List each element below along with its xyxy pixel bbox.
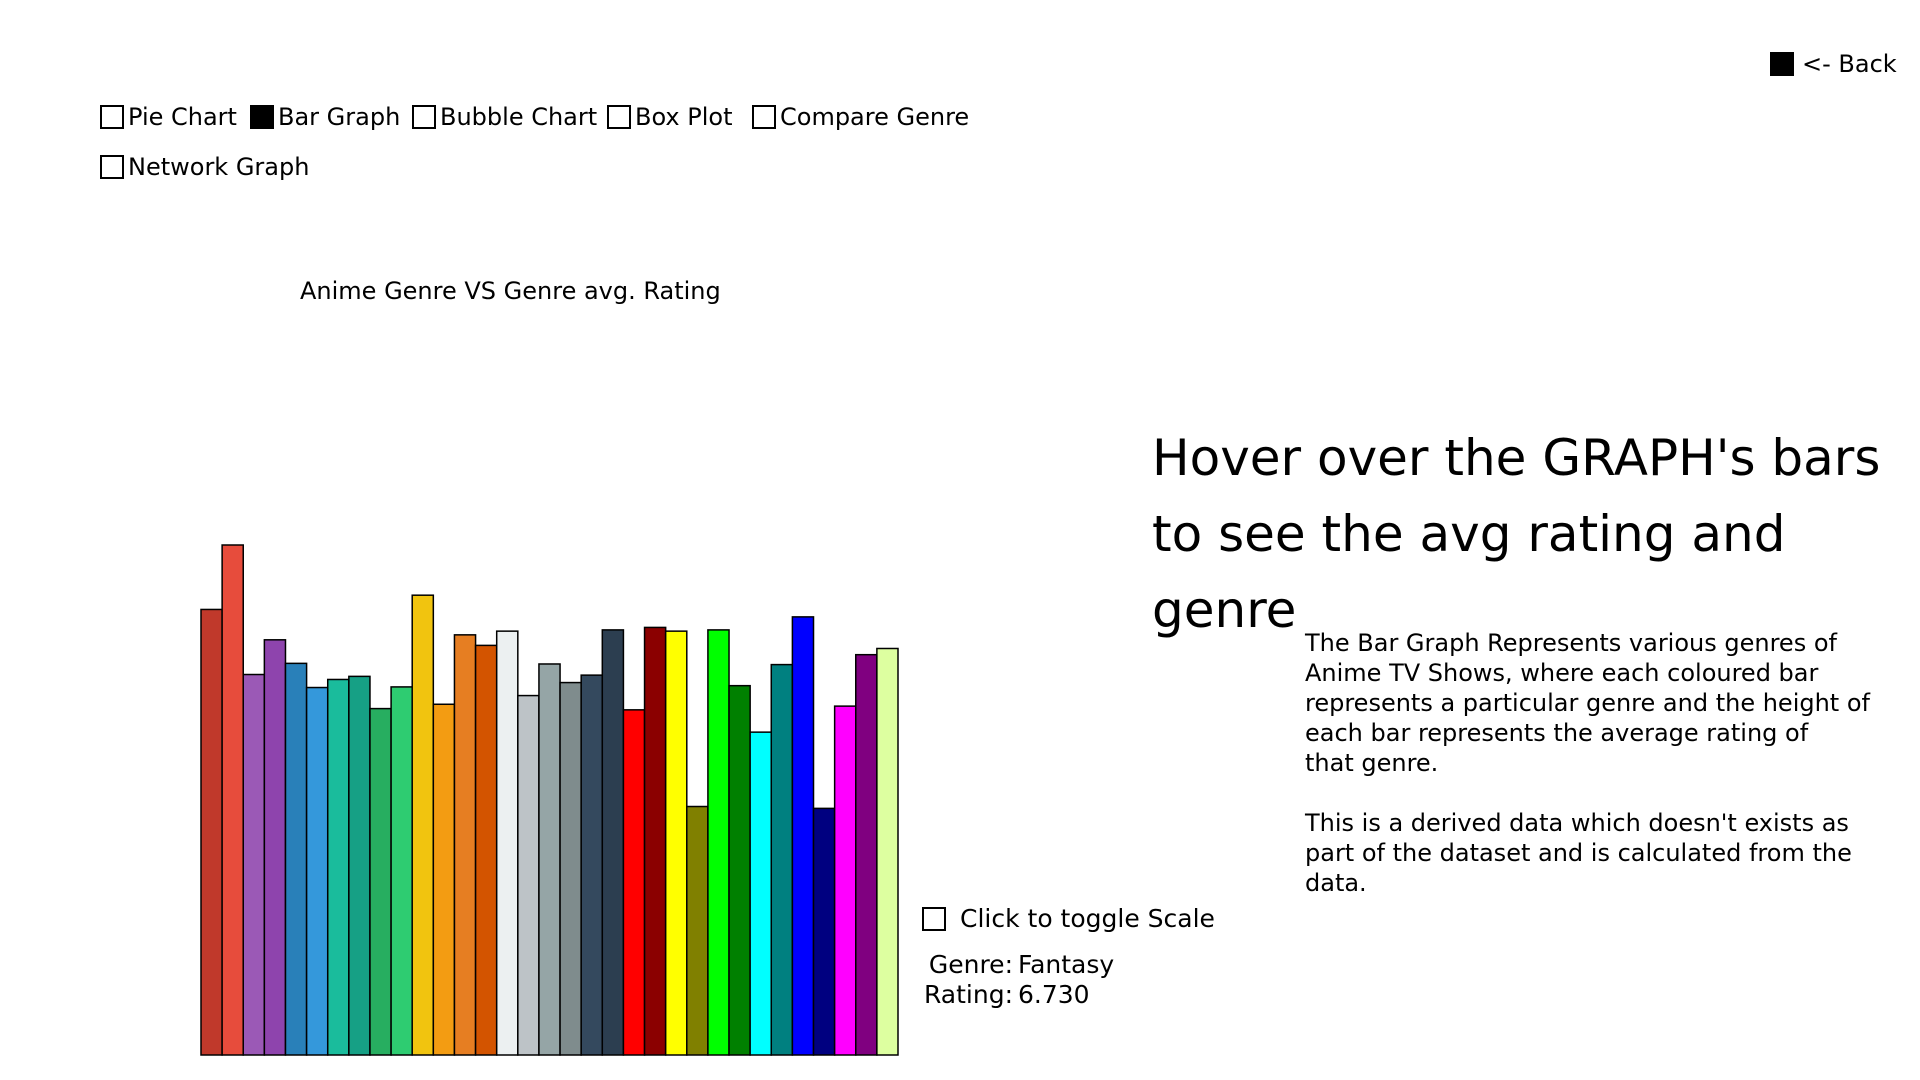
tab-label: Bar Graph [278, 103, 401, 131]
bar[interactable] [495, 630, 519, 1056]
tab-pie-chart[interactable]: Pie Chart [100, 103, 237, 131]
hover-instructions-line-2: to see the avg rating and genre [1152, 505, 1786, 639]
hover-instructions: Hover over the GRAPH's bars to see the a… [1152, 420, 1920, 648]
bar[interactable] [390, 686, 413, 1056]
bar[interactable] [664, 630, 688, 1056]
readout-rating-label: Rating: [923, 980, 1013, 1009]
box-plot-checkbox-icon [607, 105, 631, 129]
bar[interactable] [728, 684, 751, 1056]
bar[interactable] [622, 709, 646, 1056]
chart-title: Anime Genre VS Genre avg. Rating [300, 277, 721, 305]
bar[interactable] [876, 647, 899, 1056]
scale-toggle-label: Click to toggle Scale [960, 904, 1215, 933]
bar[interactable] [369, 707, 392, 1056]
description-line: The Bar Graph Represents various genres … [1305, 629, 1837, 657]
back-checkbox-icon [1770, 52, 1794, 76]
bar[interactable] [749, 731, 773, 1056]
tab-label: Pie Chart [128, 103, 237, 131]
hover-instructions-line-1: Hover over the GRAPH's bars [1152, 429, 1881, 487]
bar[interactable] [833, 705, 857, 1056]
bar[interactable] [686, 805, 709, 1056]
bar[interactable] [305, 686, 329, 1056]
tab-compare-genre[interactable]: Compare Genre [752, 103, 969, 131]
description-line: This is a derived data which doesn't exi… [1305, 809, 1849, 837]
tab-network-graph[interactable]: Network Graph [100, 153, 309, 181]
bar[interactable] [284, 662, 308, 1056]
bar[interactable] [601, 629, 625, 1056]
hover-readout: Genre: Fantasy Rating: 6.730 [908, 950, 1114, 1010]
bar[interactable] [263, 639, 287, 1056]
tab-label: Bubble Chart [440, 103, 598, 131]
bar[interactable] [474, 644, 498, 1056]
pie-chart-checkbox-icon [100, 105, 124, 129]
tab-label: Box Plot [635, 103, 733, 131]
bar[interactable] [538, 663, 561, 1056]
bubble-chart-checkbox-icon [412, 105, 436, 129]
readout-genre-value: Fantasy [1018, 950, 1115, 979]
bar[interactable] [453, 634, 477, 1056]
bar[interactable] [200, 608, 223, 1056]
network-graph-checkbox-icon [100, 155, 124, 179]
description: The Bar Graph Represents various genres … [1305, 628, 1920, 928]
readout-rating-row: Rating: 6.730 [908, 980, 1114, 1010]
description-paragraph-1: The Bar Graph Represents various genres … [1305, 628, 1920, 778]
description-line: each bar represents the average rating o… [1305, 719, 1809, 747]
bar[interactable] [580, 674, 604, 1056]
bar[interactable] [326, 678, 350, 1056]
description-line: part of the dataset and is calculated fr… [1305, 839, 1852, 897]
bar[interactable] [770, 663, 794, 1056]
bar[interactable] [855, 653, 878, 1056]
bar[interactable] [812, 807, 836, 1056]
scale-checkbox-icon [922, 906, 946, 931]
tab-label: Compare Genre [780, 103, 970, 131]
description-line: Anime TV Shows, where each coloured bar [1305, 659, 1819, 687]
bar[interactable] [517, 694, 540, 1056]
bar[interactable] [242, 673, 266, 1056]
bar[interactable] [348, 675, 371, 1056]
tab-label: Network Graph [128, 153, 310, 181]
compare-genre-checkbox-icon [752, 105, 776, 129]
bar[interactable] [643, 626, 667, 1056]
back-button[interactable]: <- Back [1770, 50, 1897, 78]
bar[interactable] [411, 594, 435, 1056]
bar[interactable] [707, 629, 730, 1056]
tab-box-plot[interactable]: Box Plot [607, 103, 732, 131]
bar[interactable] [432, 703, 456, 1056]
description-line: that genre. [1305, 749, 1439, 777]
back-label: <- Back [1802, 50, 1897, 78]
bar[interactable] [221, 544, 244, 1056]
tab-bubble-chart[interactable]: Bubble Chart [412, 103, 597, 131]
bar-graph-checkbox-icon [250, 105, 274, 129]
readout-rating-value: 6.730 [1018, 980, 1090, 1009]
bar[interactable] [559, 681, 582, 1056]
tab-bar-graph[interactable]: Bar Graph [250, 103, 400, 131]
scale-toggle[interactable]: Click to toggle Scale [922, 904, 1215, 933]
description-line: represents a particular genre and the he… [1305, 689, 1870, 717]
readout-genre-label: Genre: [928, 950, 1013, 979]
readout-genre-row: Genre: Fantasy [908, 950, 1114, 980]
bar[interactable] [791, 616, 815, 1056]
description-paragraph-2: This is a derived data which doesn't exi… [1305, 808, 1920, 898]
